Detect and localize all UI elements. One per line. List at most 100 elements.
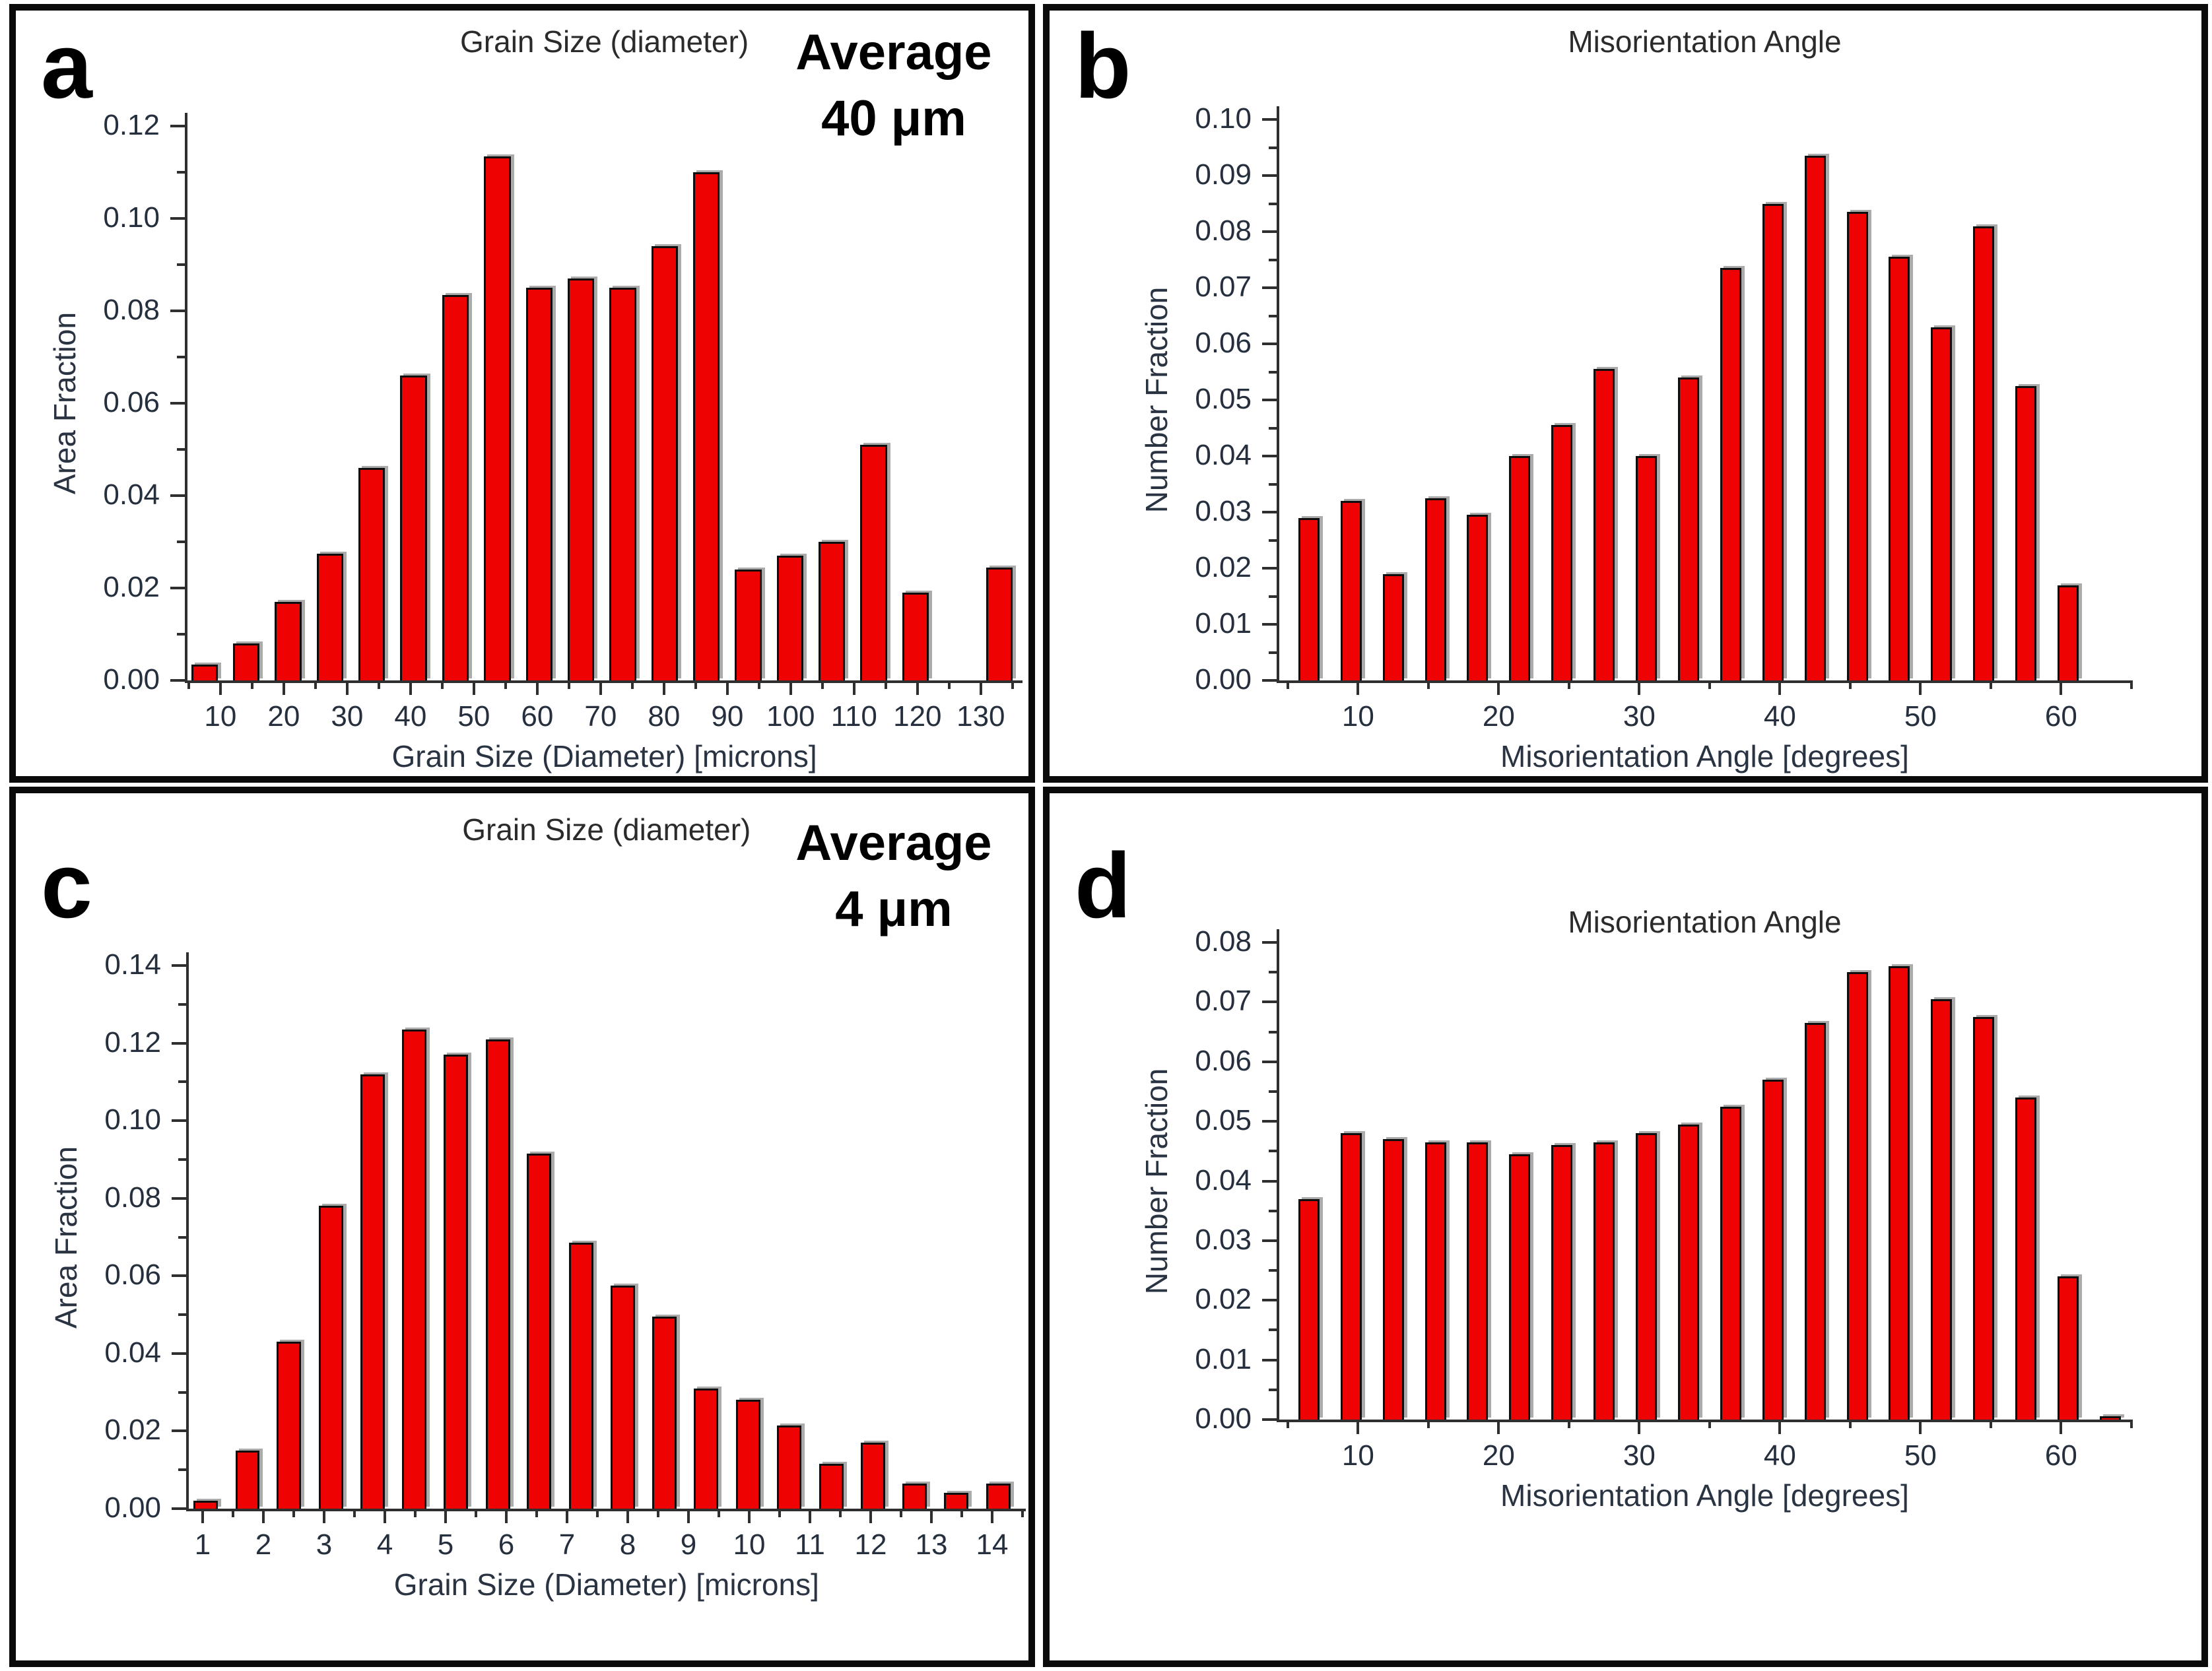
bar: [358, 468, 385, 680]
x-tick-label: 90: [711, 700, 744, 733]
bar: [609, 288, 636, 680]
bar: [1467, 1142, 1489, 1420]
x-tick-label: 1: [194, 1528, 211, 1561]
y-tick-label: 0.03: [1195, 495, 1252, 527]
bar: [1762, 203, 1784, 680]
x-tick-label: 50: [1904, 1439, 1937, 1472]
y-major-tick: [170, 494, 186, 497]
bar: [861, 1443, 886, 1509]
y-major-tick: [1262, 623, 1278, 626]
y-tick-label: 0.01: [1195, 607, 1252, 639]
y-tick-label: 0.00: [1195, 663, 1252, 696]
y-tick-label: 0.06: [104, 1259, 161, 1292]
y-tick-label: 0.03: [1195, 1223, 1252, 1256]
x-major-tick: [505, 1509, 508, 1523]
x-tick-label: 2: [255, 1528, 272, 1561]
y-minor-tick: [177, 171, 186, 174]
panel-c: c Grain Size (diameter) Average 4 μm Are…: [9, 787, 1035, 1667]
x-axis-line: [1277, 680, 2131, 683]
bar: [233, 643, 260, 680]
y-minor-tick: [1269, 202, 1278, 205]
plot-area: [187, 966, 1026, 1509]
bar: [1677, 377, 1699, 680]
y-tick-label: 0.02: [1195, 1283, 1252, 1316]
y-tick-label: 0.10: [104, 1103, 161, 1136]
y-minor-tick: [177, 541, 186, 543]
y-tick-label: 0.04: [103, 478, 160, 511]
y-major-tick: [1262, 1060, 1278, 1063]
bar: [235, 1450, 260, 1509]
x-minor-tick: [1708, 1420, 1711, 1428]
x-major-tick: [1919, 680, 1922, 695]
chart-title: Misorientation Angle: [1568, 905, 1842, 939]
y-minor-tick: [1269, 651, 1278, 654]
y-major-tick: [1262, 118, 1278, 121]
bar: [1804, 1023, 1826, 1420]
x-tick-label: 100: [766, 700, 815, 733]
y-tick-label: 0.14: [104, 948, 161, 981]
y-minor-tick: [177, 448, 186, 451]
x-tick-label: 80: [648, 700, 681, 733]
y-tick-label: 0.06: [1195, 327, 1252, 359]
x-major-tick: [323, 1509, 325, 1523]
x-axis-label: Misorientation Angle [degrees]: [1500, 1478, 1909, 1513]
annotation-line-2: 40 μm: [821, 90, 966, 147]
panel-letter-c: c: [41, 834, 92, 937]
panel-letter-a: a: [41, 14, 92, 117]
y-major-tick: [1262, 455, 1278, 457]
bar: [819, 542, 846, 680]
x-major-tick: [2060, 1420, 2063, 1434]
y-tick-label: 0.04: [1195, 1163, 1252, 1196]
x-tick-label: 13: [915, 1528, 948, 1561]
y-minor-tick: [1269, 1209, 1278, 1212]
x-major-tick: [626, 1509, 629, 1523]
y-major-tick: [172, 1429, 187, 1433]
x-major-tick: [535, 680, 539, 695]
x-major-tick: [916, 680, 919, 695]
x-axis-label: Grain Size (Diameter) [microns]: [393, 1567, 819, 1602]
bar: [735, 570, 762, 680]
y-minor-tick: [1269, 595, 1278, 598]
y-major-tick: [170, 679, 186, 682]
y-major-tick: [1262, 1299, 1278, 1302]
x-tick-label: 60: [521, 700, 554, 733]
y-major-tick: [170, 310, 186, 312]
bar: [1551, 1145, 1573, 1420]
y-minor-tick: [178, 1235, 187, 1239]
x-minor-tick: [1426, 1420, 1430, 1428]
x-major-tick: [262, 1509, 265, 1523]
y-tick-label: 0.00: [104, 1491, 161, 1524]
x-minor-tick: [1567, 1420, 1570, 1428]
y-minor-tick: [1269, 1150, 1278, 1153]
y-tick-label: 0.00: [1195, 1402, 1252, 1435]
panel-letter-d: d: [1075, 834, 1131, 937]
y-tick-label: 0.08: [1195, 214, 1252, 247]
bar: [1677, 1124, 1699, 1420]
bar: [485, 1039, 510, 1509]
x-minor-tick: [1426, 680, 1430, 689]
bar: [1636, 1133, 1658, 1420]
x-tick-label: 70: [584, 700, 617, 733]
x-tick-label: 120: [893, 700, 942, 733]
x-minor-tick: [377, 680, 380, 689]
y-minor-tick: [1269, 258, 1278, 261]
x-minor-tick: [757, 680, 760, 689]
y-major-tick: [172, 1352, 187, 1355]
y-tick-label: 0.07: [1195, 985, 1252, 1018]
x-minor-tick: [1286, 1420, 1289, 1428]
x-tick-label: 10: [1341, 700, 1374, 733]
bar: [1424, 498, 1446, 680]
x-major-tick: [1919, 1420, 1922, 1434]
y-tick-label: 0.06: [103, 386, 160, 418]
x-tick-label: 40: [1763, 1439, 1796, 1472]
x-minor-tick: [1567, 680, 1570, 689]
y-major-tick: [172, 1196, 187, 1200]
plot-area: [1278, 119, 2131, 680]
y-major-tick: [170, 217, 186, 220]
bar: [2015, 385, 2037, 680]
bar: [1636, 456, 1658, 680]
y-minor-tick: [1269, 971, 1278, 974]
y-minor-tick: [1269, 1030, 1278, 1033]
bar: [651, 246, 678, 680]
x-minor-tick: [596, 1509, 599, 1517]
